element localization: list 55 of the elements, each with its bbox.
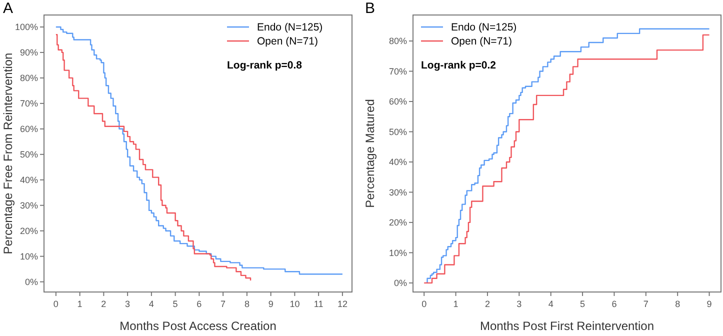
y-tick-label: 80% xyxy=(388,36,407,46)
y-tick-label: 0% xyxy=(394,278,407,288)
x-tick-label: 5 xyxy=(580,299,586,309)
y-tick-label: 60% xyxy=(388,96,407,107)
y-tick-label: 60% xyxy=(20,124,38,134)
x-axis-title: Months Post Access Creation xyxy=(120,319,276,333)
x-tick-label: 4 xyxy=(148,299,154,309)
legend-label: Open (N=71) xyxy=(257,36,318,48)
y-axis-title: Percentage Free From Reintervention xyxy=(1,52,15,254)
y-tick-label: 30% xyxy=(20,200,38,211)
chart-title: A xyxy=(3,0,14,17)
x-tick-label: 2 xyxy=(101,299,106,309)
legend-label: Endo (N=125) xyxy=(257,22,323,34)
x-tick-label: 12 xyxy=(337,299,348,309)
y-tick-label: 40% xyxy=(388,157,407,168)
annotation: Log-rank p=0.8 xyxy=(227,60,302,72)
x-tick-label: 1 xyxy=(453,299,458,309)
x-tick-label: 5 xyxy=(172,299,178,309)
y-tick-label: 20% xyxy=(388,218,407,228)
x-tick-label: 4 xyxy=(548,299,554,309)
x-tick-label: 1 xyxy=(77,299,82,309)
y-tick-label: 100% xyxy=(14,22,38,32)
x-tick-label: 0 xyxy=(53,299,58,309)
annotation: Log-rank p=0.2 xyxy=(421,60,496,72)
x-tick-label: 6 xyxy=(612,299,617,309)
x-tick-label: 8 xyxy=(675,299,680,309)
y-tick-label: 20% xyxy=(20,226,38,236)
y-tick-label: 90% xyxy=(20,48,38,58)
y-axis-title: Percentage Matured xyxy=(363,99,377,208)
x-tick-label: 9 xyxy=(268,299,274,309)
y-tick-label: 30% xyxy=(388,187,407,198)
x-tick-label: 3 xyxy=(516,299,522,309)
legend-label: Open (N=71) xyxy=(451,36,512,48)
y-tick-label: 50% xyxy=(20,150,38,160)
x-tick-label: 6 xyxy=(196,299,202,309)
x-tick-label: 7 xyxy=(220,299,226,309)
x-tick-label: 0 xyxy=(422,299,427,309)
chart-title: B xyxy=(365,0,376,17)
x-tick-label: 11 xyxy=(314,299,324,309)
y-tick-label: 10% xyxy=(388,248,407,258)
x-tick-label: 2 xyxy=(484,299,490,309)
y-tick-label: 50% xyxy=(388,126,407,137)
x-axis-title: Months Post First Reintervention xyxy=(480,319,654,333)
legend-label: Endo (N=125) xyxy=(451,22,517,34)
x-tick-label: 8 xyxy=(244,299,250,309)
y-tick-label: 40% xyxy=(20,175,38,186)
x-tick-label: 3 xyxy=(125,299,130,309)
x-tick-label: 10 xyxy=(290,299,300,309)
x-tick-label: 7 xyxy=(643,299,648,309)
y-tick-label: 70% xyxy=(20,98,38,109)
y-tick-label: 10% xyxy=(20,251,38,262)
y-tick-label: 70% xyxy=(388,66,407,76)
y-tick-label: 80% xyxy=(20,73,38,84)
x-tick-label: 9 xyxy=(706,299,712,309)
y-tick-label: 0% xyxy=(24,276,38,287)
